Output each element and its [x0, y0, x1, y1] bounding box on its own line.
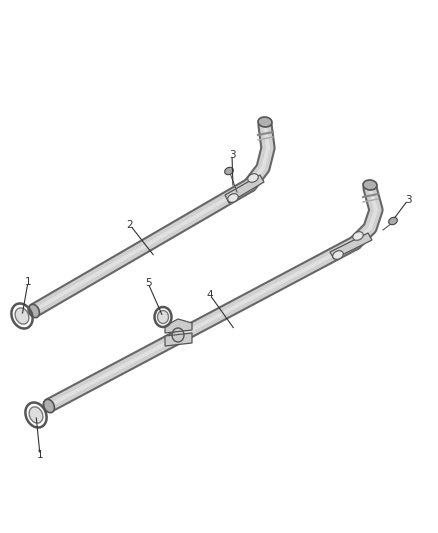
Ellipse shape	[15, 308, 29, 324]
Ellipse shape	[158, 311, 169, 324]
Ellipse shape	[29, 407, 43, 423]
Text: 5: 5	[145, 278, 151, 288]
Ellipse shape	[353, 232, 363, 240]
Polygon shape	[165, 333, 192, 346]
Ellipse shape	[228, 193, 238, 203]
Text: 4: 4	[207, 290, 213, 300]
Ellipse shape	[363, 180, 377, 190]
Text: 1: 1	[37, 450, 43, 460]
Polygon shape	[165, 319, 192, 333]
Text: 2: 2	[127, 220, 133, 230]
Polygon shape	[330, 233, 372, 259]
Ellipse shape	[258, 117, 272, 127]
Text: 3: 3	[229, 150, 235, 160]
Polygon shape	[225, 175, 264, 203]
Text: 1: 1	[25, 277, 31, 287]
Ellipse shape	[44, 399, 54, 413]
Text: 3: 3	[405, 195, 411, 205]
Ellipse shape	[28, 304, 39, 318]
Ellipse shape	[333, 251, 343, 260]
Ellipse shape	[248, 174, 258, 182]
Ellipse shape	[225, 167, 233, 175]
Ellipse shape	[389, 217, 397, 225]
